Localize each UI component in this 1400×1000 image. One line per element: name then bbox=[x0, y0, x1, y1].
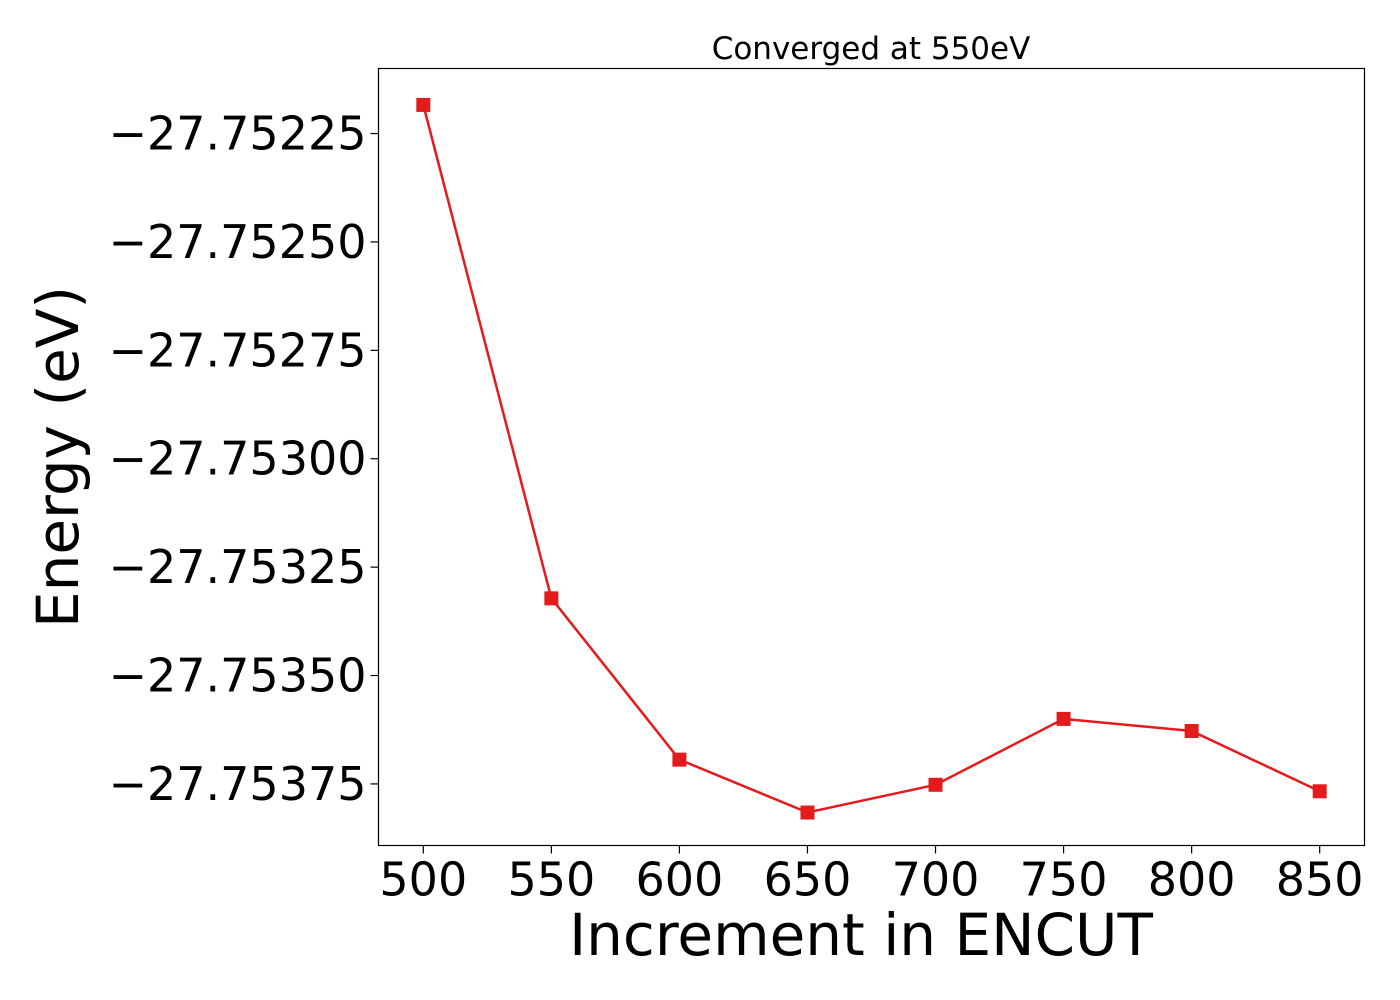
series-layer bbox=[416, 97, 1327, 820]
series-line bbox=[422, 104, 1321, 814]
x-axis-title: Increment in ENCUT bbox=[569, 901, 1153, 969]
y-tick-label: −27.75350 bbox=[108, 649, 366, 703]
y-tick-label: −27.75250 bbox=[108, 215, 366, 269]
y-tick-label: −27.75325 bbox=[108, 540, 366, 594]
data-point bbox=[416, 97, 431, 112]
x-tick-label: 750 bbox=[1020, 853, 1108, 907]
y-tick-label: −27.75300 bbox=[108, 432, 366, 486]
x-tick-label: 600 bbox=[636, 853, 724, 907]
x-tick-label: 700 bbox=[892, 853, 980, 907]
x-tick-label: 850 bbox=[1276, 853, 1364, 907]
y-tick-label: −27.75275 bbox=[108, 323, 366, 377]
data-point bbox=[544, 591, 559, 606]
y-tick-label: −27.75225 bbox=[108, 107, 366, 161]
x-axis: 500 550 600 650 700 750 800 850 bbox=[379, 845, 1364, 907]
data-point bbox=[672, 752, 687, 767]
plot-area bbox=[377, 67, 1366, 847]
chart-title: Converged at 550eV bbox=[712, 31, 1031, 67]
data-point bbox=[1184, 724, 1199, 739]
data-point bbox=[928, 777, 943, 792]
data-point bbox=[1312, 784, 1327, 799]
x-tick-label: 650 bbox=[764, 853, 852, 907]
y-axis: −27.75225 −27.75250 −27.75275 −27.75300 −27.… bbox=[108, 107, 379, 811]
data-point bbox=[800, 805, 815, 820]
y-tick-label: −27.75375 bbox=[108, 757, 366, 811]
x-tick-label: 500 bbox=[379, 853, 467, 907]
x-tick-label: 800 bbox=[1148, 853, 1236, 907]
y-axis-title: Energy (eV) bbox=[24, 286, 92, 628]
data-point bbox=[1056, 711, 1071, 726]
x-tick-label: 550 bbox=[507, 853, 595, 907]
